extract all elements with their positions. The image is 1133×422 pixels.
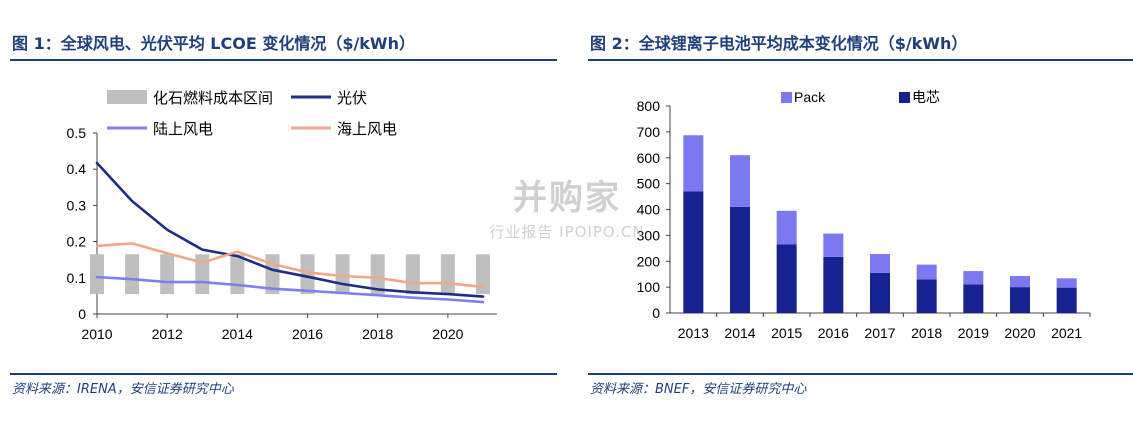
- bar-电芯-2017: [870, 272, 890, 313]
- series-line-海上风电: [95, 242, 485, 289]
- x-tick-label: 2017: [864, 325, 895, 341]
- x-tick-label: 2012: [152, 326, 183, 342]
- bar-电芯-2020: [1010, 287, 1030, 313]
- series-line-光伏: [95, 161, 485, 298]
- y-tick-label: 0: [78, 306, 86, 322]
- y-tick-label: 200: [637, 253, 661, 269]
- bar-电芯-2019: [963, 284, 984, 313]
- fossil-cost-bar: [405, 254, 420, 295]
- y-tick-label: 400: [637, 202, 661, 218]
- x-tick-label: 2021: [1051, 325, 1082, 341]
- y-tick-label: 0: [652, 305, 660, 321]
- figure1-title: 图 1：全球风电、光伏平均 LCOE 变化情况（$/kWh）: [12, 34, 415, 53]
- bar-Pack-2019: [963, 271, 984, 285]
- x-tick-label: 2018: [362, 326, 393, 342]
- battery-cost-bar-chart: 0 100 200 300 400 500 600 700 800 2013 2014 2015 201…: [637, 89, 1091, 341]
- figure2-bottom-rule: [588, 373, 1133, 375]
- legend-swatch: [107, 90, 147, 104]
- y-tick-label: 600: [637, 150, 661, 166]
- fossil-cost-bar: [440, 254, 455, 295]
- figure2-source: 资料来源：BNEF，安信证券研究中心: [590, 382, 807, 397]
- lcoe-line-chart: 0 0.1 0.2 0.3 0.4 0.5 2010 2012 2014 2016 2018 2020…: [67, 89, 497, 342]
- bar-电芯-2016: [823, 256, 844, 313]
- y-tick-label: 800: [637, 98, 661, 114]
- bar-Pack-2015: [776, 210, 797, 245]
- figure1-source: 资料来源：IRENA，安信证券研究中心: [12, 382, 234, 397]
- bar-Pack-2014: [730, 155, 750, 207]
- legend-swatch: [899, 92, 910, 103]
- x-tick-label: 2018: [911, 325, 942, 341]
- x-tick-label: 2020: [432, 326, 463, 342]
- y-tick-label: 700: [637, 124, 661, 140]
- y-tick-label: 300: [637, 227, 661, 243]
- bar-Pack-2020: [1010, 275, 1030, 288]
- bar-电芯-2015: [776, 244, 797, 313]
- bar-Pack-2021: [1056, 278, 1077, 288]
- fossil-cost-bar: [125, 254, 140, 295]
- legend-label: Pack: [794, 89, 826, 105]
- bar-Pack-2017: [870, 254, 890, 273]
- fossil-cost-bar: [475, 254, 490, 295]
- y-tick-label: 0.5: [67, 125, 87, 141]
- fossil-cost-bar: [90, 254, 104, 295]
- legend-label: 化石燃料成本区间: [153, 89, 273, 107]
- bar-电芯-2014: [730, 206, 750, 313]
- bar-Pack-2018: [916, 264, 937, 280]
- figure2-title: 图 2：全球锂离子电池平均成本变化情况（$/kWh）: [590, 34, 968, 53]
- fossil-cost-bar: [335, 254, 350, 295]
- figure2-top-rule: [588, 59, 1133, 61]
- y-tick-label: 0.4: [67, 161, 87, 177]
- figure2-panel: 图 2：全球锂离子电池平均成本变化情况（$/kWh） 0 100 200 300 400…: [578, 0, 1133, 422]
- bar-电芯-2018: [916, 279, 937, 313]
- x-tick-label: 2013: [678, 325, 709, 341]
- y-tick-label: 0.2: [67, 234, 87, 250]
- fossil-cost-bar: [370, 254, 385, 295]
- legend-label: 电芯: [912, 89, 940, 105]
- series-line-陆上风电: [95, 275, 485, 304]
- legend-swatch: [781, 92, 792, 103]
- bar-电芯-2013: [683, 191, 704, 313]
- x-tick-label: 2016: [818, 325, 849, 341]
- figure1-top-rule: [10, 59, 557, 61]
- y-tick-label: 500: [637, 176, 661, 192]
- fossil-cost-bar: [195, 254, 210, 295]
- x-tick-label: 2015: [771, 325, 802, 341]
- bar-电芯-2021: [1056, 287, 1077, 313]
- fossil-cost-bar: [300, 254, 315, 295]
- figure1-bottom-rule: [10, 373, 557, 375]
- fossil-cost-bar: [160, 254, 175, 295]
- y-tick-label: 100: [637, 279, 661, 295]
- bar-Pack-2016: [823, 233, 844, 257]
- legend-label: 陆上风电: [153, 121, 213, 138]
- legend-label: 海上风电: [337, 121, 397, 138]
- y-tick-label: 0.1: [67, 270, 87, 286]
- legend-label: 光伏: [337, 90, 367, 107]
- fossil-cost-bar: [230, 254, 245, 295]
- x-tick-label: 2014: [222, 326, 253, 342]
- x-tick-label: 2016: [292, 326, 323, 342]
- figure1-panel: 图 1：全球风电、光伏平均 LCOE 变化情况（$/kWh） 0 0.1 0.2 0.…: [0, 0, 557, 422]
- x-tick-label: 2020: [1004, 325, 1035, 341]
- y-tick-label: 0.3: [67, 197, 87, 213]
- x-tick-label: 2010: [81, 326, 112, 342]
- bar-Pack-2013: [683, 135, 704, 192]
- x-tick-label: 2014: [724, 325, 755, 341]
- x-tick-label: 2019: [958, 325, 989, 341]
